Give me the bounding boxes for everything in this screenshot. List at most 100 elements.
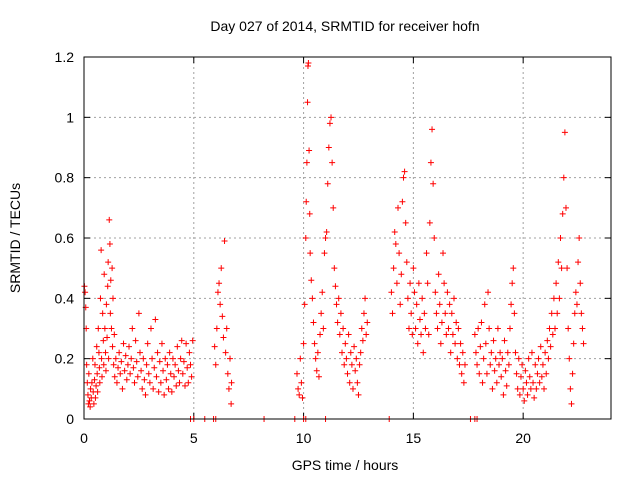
data-point-plus-icon: [115, 364, 122, 371]
data-point-plus-icon: [388, 289, 395, 296]
data-point-plus-icon: [521, 397, 528, 404]
data-point-plus-icon: [555, 259, 562, 266]
data-point-plus-icon: [499, 355, 506, 362]
data-point-plus-icon: [403, 259, 410, 266]
data-point-plus-icon: [573, 301, 580, 308]
data-point-plus-icon: [515, 355, 522, 362]
data-point-plus-icon: [408, 310, 415, 317]
data-point-plus-icon: [157, 379, 164, 386]
data-point-plus-icon: [416, 316, 423, 323]
data-point-plus-icon: [303, 198, 310, 205]
data-point-plus-icon: [144, 340, 151, 347]
data-point-plus-icon: [100, 337, 107, 344]
data-point-plus-icon: [93, 382, 100, 389]
data-point-plus-icon: [310, 319, 317, 326]
data-point-plus-icon: [512, 349, 519, 356]
data-point-plus-icon: [448, 310, 455, 317]
data-point-plus-icon: [562, 204, 569, 211]
data-point-plus-icon: [402, 219, 409, 226]
data-point-plus-icon: [541, 385, 548, 392]
data-point-plus-icon: [119, 385, 126, 392]
data-point-plus-icon: [107, 277, 114, 284]
data-point-plus-icon: [332, 283, 339, 290]
data-point-plus-icon: [425, 331, 432, 338]
data-point-plus-icon: [89, 355, 96, 362]
data-point-plus-icon: [146, 379, 153, 386]
data-point-plus-icon: [323, 228, 330, 235]
data-point-plus-icon: [542, 349, 549, 356]
data-point-plus-icon: [218, 265, 225, 272]
data-point-plus-icon: [98, 355, 105, 362]
data-point-plus-icon: [535, 355, 542, 362]
data-point-plus-icon: [493, 379, 500, 386]
data-point-plus-icon: [83, 361, 90, 368]
data-point-plus-icon: [108, 325, 115, 332]
data-point-plus-icon: [344, 370, 351, 377]
data-point-plus-icon: [429, 126, 436, 133]
y-tick-label: 0: [66, 411, 74, 427]
y-axis-label: SRMTID / TECUs: [7, 183, 23, 293]
data-point-plus-icon: [158, 340, 165, 347]
data-point-plus-icon: [414, 340, 421, 347]
data-point-plus-icon: [418, 331, 425, 338]
data-point-plus-icon: [225, 385, 232, 392]
data-point-plus-icon: [333, 301, 340, 308]
data-point-plus-icon: [341, 361, 348, 368]
data-point-plus-icon: [476, 370, 483, 377]
data-point-plus-icon: [168, 388, 175, 395]
data-point-plus-icon: [87, 403, 94, 410]
data-point-plus-icon: [177, 355, 184, 362]
data-point-plus-icon: [423, 250, 430, 257]
data-point-plus-icon: [549, 331, 556, 338]
data-point-plus-icon: [134, 373, 141, 380]
data-point-plus-icon: [345, 331, 352, 338]
data-point-plus-icon: [565, 325, 572, 332]
data-point-plus-icon: [572, 289, 579, 296]
data-point-plus-icon: [564, 265, 571, 272]
data-point-plus-icon: [539, 361, 546, 368]
data-point-plus-icon: [410, 265, 417, 272]
data-point-plus-icon: [111, 331, 118, 338]
data-point-plus-icon: [90, 400, 97, 407]
data-point-plus-icon: [415, 280, 422, 287]
data-point-plus-icon: [223, 325, 230, 332]
data-point-plus-icon: [213, 325, 220, 332]
data-point-plus-icon: [329, 159, 336, 166]
data-point-plus-icon: [413, 301, 420, 308]
data-point-plus-icon: [325, 144, 332, 151]
data-point-plus-icon: [404, 295, 411, 302]
data-point-plus-icon: [558, 265, 565, 272]
data-point-plus-icon: [300, 340, 307, 347]
data-point-plus-icon: [474, 361, 481, 368]
data-point-plus-icon: [171, 373, 178, 380]
data-point-plus-icon: [117, 370, 124, 377]
data-point-plus-icon: [113, 379, 120, 386]
data-point-plus-icon: [580, 340, 587, 347]
data-point-plus-icon: [479, 379, 486, 386]
data-point-plus-icon: [293, 370, 300, 377]
data-point-plus-icon: [98, 247, 105, 254]
data-point-plus-icon: [543, 370, 550, 377]
data-point-plus-icon: [443, 331, 450, 338]
data-point-plus-icon: [94, 388, 101, 395]
data-point-plus-icon: [326, 120, 333, 127]
data-point-plus-icon: [153, 373, 160, 380]
data-point-plus-icon: [320, 325, 327, 332]
data-point-plus-icon: [129, 325, 136, 332]
x-tick-label: 20: [515, 430, 531, 446]
data-point-plus-icon: [102, 367, 109, 374]
data-point-plus-icon: [305, 60, 312, 67]
data-point-plus-icon: [435, 271, 442, 278]
data-point-plus-icon: [123, 376, 130, 383]
data-point-plus-icon: [449, 331, 456, 338]
data-point-plus-icon: [101, 271, 108, 278]
data-point-plus-icon: [149, 355, 156, 362]
data-point-plus-icon: [85, 400, 92, 407]
data-point-plus-icon: [477, 343, 484, 350]
data-point-plus-icon: [569, 370, 576, 377]
data-point-plus-icon: [508, 301, 515, 308]
data-point-plus-icon: [456, 361, 463, 368]
data-point-plus-icon: [561, 129, 568, 136]
data-point-plus-icon: [579, 325, 586, 332]
data-point-plus-icon: [106, 241, 113, 248]
